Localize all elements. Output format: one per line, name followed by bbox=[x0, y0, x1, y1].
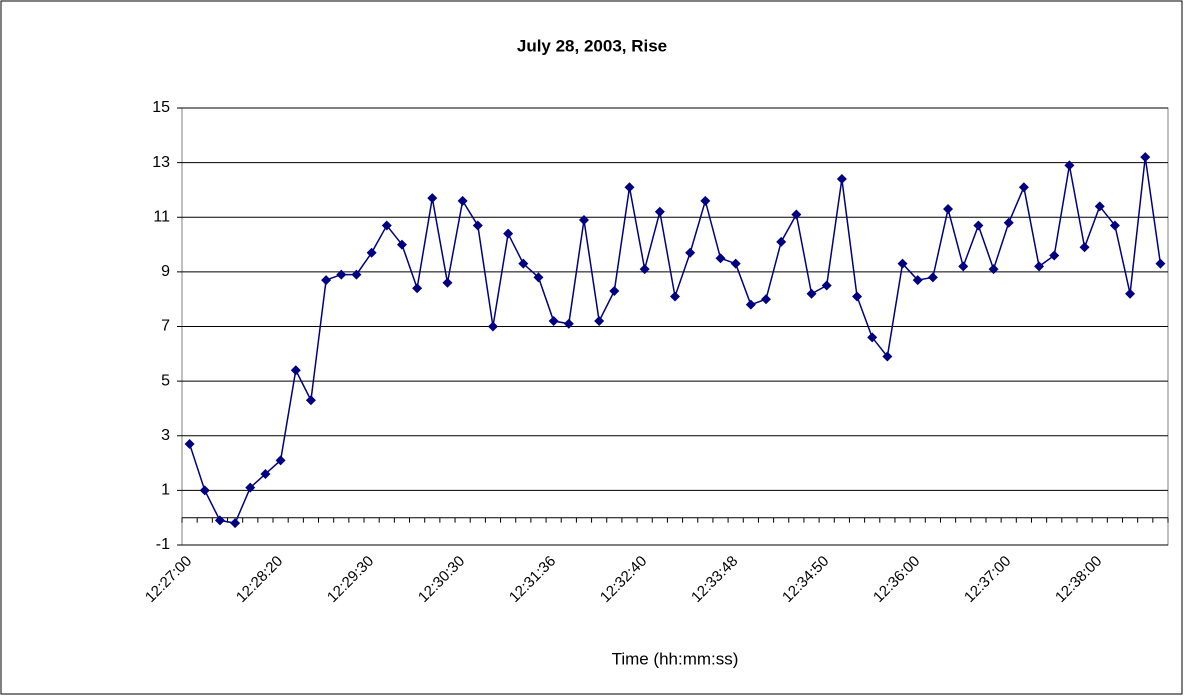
data-point bbox=[685, 247, 696, 258]
data-point bbox=[184, 438, 195, 449]
data-point bbox=[943, 204, 954, 215]
data-point bbox=[381, 220, 392, 231]
data-point bbox=[533, 272, 544, 283]
data-point bbox=[624, 182, 635, 193]
data-point bbox=[245, 482, 256, 493]
data-point bbox=[806, 288, 817, 299]
data-point bbox=[745, 299, 756, 310]
data-point bbox=[1018, 182, 1029, 193]
data-point bbox=[199, 485, 210, 496]
data-point bbox=[472, 220, 483, 231]
data-point bbox=[412, 283, 423, 294]
data-point bbox=[336, 269, 347, 280]
y-tick-label: 9 bbox=[161, 263, 170, 280]
data-point bbox=[548, 316, 559, 327]
data-point bbox=[897, 258, 908, 269]
data-point bbox=[700, 195, 711, 206]
data-point bbox=[639, 264, 650, 275]
data-point bbox=[867, 332, 878, 343]
data-point bbox=[791, 209, 802, 220]
data-point bbox=[275, 455, 286, 466]
chart-title: July 28, 2003, Rise bbox=[517, 36, 667, 55]
data-point bbox=[427, 193, 438, 204]
data-point bbox=[366, 247, 377, 258]
data-point bbox=[927, 272, 938, 283]
data-point bbox=[1155, 258, 1166, 269]
data-point bbox=[351, 269, 362, 280]
data-point bbox=[670, 291, 680, 302]
data-point bbox=[1079, 242, 1090, 253]
data-point bbox=[230, 518, 241, 529]
y-tick-label: 13 bbox=[152, 154, 170, 171]
data-point bbox=[836, 174, 847, 185]
data-point bbox=[912, 275, 923, 286]
data-point bbox=[1034, 261, 1045, 272]
data-point bbox=[715, 253, 726, 264]
data-point bbox=[305, 395, 316, 406]
data-point bbox=[518, 258, 529, 269]
data-point bbox=[988, 264, 999, 275]
y-tick-label: 1 bbox=[161, 482, 170, 499]
data-point bbox=[214, 515, 225, 526]
data-point bbox=[1003, 217, 1014, 228]
data-point bbox=[730, 258, 741, 269]
y-tick-label: -1 bbox=[156, 536, 170, 553]
y-tick-label: 3 bbox=[161, 427, 170, 444]
data-point bbox=[1094, 201, 1105, 212]
data-point bbox=[654, 206, 665, 217]
data-point bbox=[503, 228, 514, 239]
data-point bbox=[1140, 152, 1151, 163]
y-tick-label: 5 bbox=[161, 372, 170, 389]
data-point bbox=[1109, 220, 1120, 231]
y-tick-label: 7 bbox=[161, 318, 170, 335]
data-point bbox=[563, 318, 574, 329]
data-point bbox=[578, 214, 589, 225]
data-point bbox=[852, 291, 863, 302]
data-point bbox=[761, 294, 772, 305]
x-axis-title: Time (hh:mm:ss) bbox=[612, 649, 739, 668]
y-tick-label: 11 bbox=[153, 208, 170, 225]
y-tick-label: 15 bbox=[152, 99, 170, 116]
data-point bbox=[594, 316, 605, 327]
data-point bbox=[882, 351, 893, 362]
data-point bbox=[442, 277, 453, 288]
data-point bbox=[487, 321, 498, 332]
data-point bbox=[396, 239, 407, 250]
data-point bbox=[1125, 288, 1136, 299]
data-point bbox=[290, 365, 301, 376]
data-point bbox=[821, 280, 832, 291]
data-point bbox=[321, 275, 332, 286]
data-point bbox=[776, 236, 787, 247]
data-point bbox=[457, 195, 468, 206]
data-point bbox=[609, 285, 620, 296]
data-point bbox=[973, 220, 984, 231]
data-point bbox=[958, 261, 969, 272]
data-point bbox=[1064, 160, 1075, 171]
data-point bbox=[260, 468, 271, 479]
data-point bbox=[1049, 250, 1060, 261]
